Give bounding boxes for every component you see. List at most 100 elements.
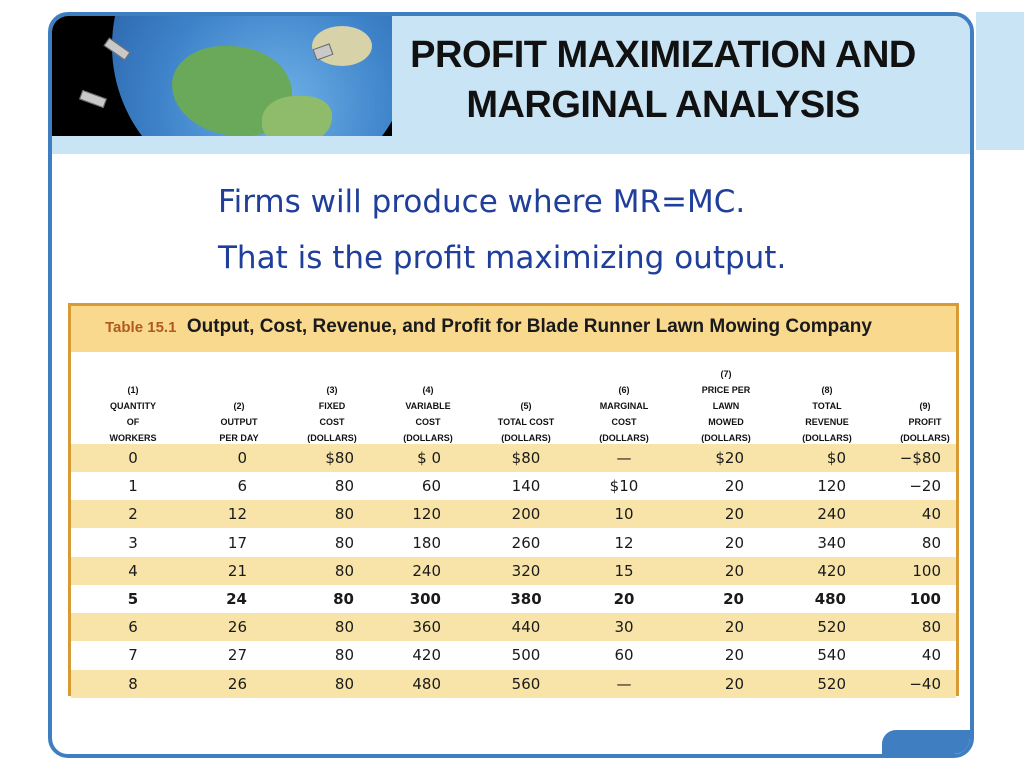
column-header: (8) TOTAL REVENUE (DOLLARS) — [779, 358, 875, 446]
column-header: (4) VARIABLE COST (DOLLARS) — [380, 358, 476, 446]
table-caption: Table 15.1 Output, Cost, Revenue, and Pr… — [105, 316, 872, 338]
column-header-line: TOTAL COST — [497, 417, 555, 427]
column-header-line: (5) — [520, 401, 532, 411]
table-cell: 480 — [814, 590, 846, 608]
table-cell: 10 — [614, 505, 634, 524]
column-header-line: REVENUE — [805, 417, 849, 427]
table-cell: 20 — [724, 561, 744, 580]
column-header-line: (DOLLARS) — [307, 433, 357, 443]
table-cell: 180 — [412, 533, 441, 552]
table-cell: 20 — [724, 533, 744, 552]
column-header-line: COST — [415, 417, 441, 427]
table-cell: 560 — [511, 674, 541, 693]
table-cell: 20 — [613, 590, 635, 608]
column-header-line: (DOLLARS) — [599, 433, 649, 443]
table-row: 1 6 80 60 140 $10 20 120 −20 — [71, 472, 956, 500]
column-header-line: OF — [126, 417, 140, 427]
column-header-line: (6) — [618, 385, 630, 395]
table-cell: 40 — [921, 505, 941, 524]
table-cell: 380 — [510, 590, 542, 608]
table-cell: 0 — [237, 449, 247, 467]
table-cell: 80 — [334, 561, 354, 580]
data-table: Table 15.1 Output, Cost, Revenue, and Pr… — [68, 303, 959, 698]
table-cell: 20 — [724, 674, 744, 693]
table-cell: 120 — [817, 477, 846, 496]
table-row: 3 17 80 180 260 12 20 340 80 — [71, 529, 956, 557]
table-cell: 6 — [237, 477, 247, 496]
table-cell: 12 — [227, 505, 247, 524]
table-cell: — — [616, 449, 632, 467]
table-cell: 0 — [128, 449, 138, 467]
satellite-icon — [79, 89, 107, 109]
table-cell: $0 — [826, 449, 846, 467]
table-cell: 140 — [511, 477, 541, 496]
globe-illustration — [52, 16, 392, 136]
table-cell: 40 — [921, 646, 941, 665]
table-cell: 20 — [724, 618, 744, 637]
table-cell: 20 — [724, 646, 744, 665]
table-cell: −$80 — [899, 449, 941, 467]
table-cell: 20 — [724, 505, 744, 524]
table-cell: 15 — [614, 561, 634, 580]
table-cell: 80 — [334, 505, 354, 524]
column-header-line: COST — [319, 417, 345, 427]
slide-title: PROFIT MAXIMIZATION AND MARGINAL ANALYSI… — [380, 30, 946, 130]
table-cell: 440 — [511, 618, 541, 637]
slide-title-line: MARGINAL ANALYSIS — [466, 84, 860, 126]
table-cell: 80 — [921, 533, 941, 552]
column-header-line: (2) — [233, 401, 245, 411]
table-row: 0 0 $80 $ 0 $80 — $20 $0 −$80 — [71, 444, 956, 472]
table-caption-bar: Table 15.1 Output, Cost, Revenue, and Pr… — [71, 306, 956, 352]
table-cell: 60 — [421, 477, 441, 496]
table-cell: 26 — [227, 674, 247, 693]
table-cell: 80 — [921, 618, 941, 637]
body-line: Firms will produce where MR=MC. — [218, 184, 746, 220]
table-cell: 320 — [511, 561, 541, 580]
column-header-line: (DOLLARS) — [900, 433, 950, 443]
table-cell: 21 — [227, 561, 247, 580]
column-header-line: TOTAL — [812, 401, 842, 411]
column-header: (2) OUTPUT PER DAY — [191, 358, 287, 446]
table-cell: 7 — [128, 646, 138, 665]
column-header-line: (DOLLARS) — [701, 433, 751, 443]
column-header-line: PRICE PER — [701, 385, 751, 395]
table-cell: 80 — [334, 533, 354, 552]
header-side-strip — [976, 12, 1024, 150]
column-header-line: (9) — [919, 401, 931, 411]
slide-body: Firms will produce where MR=MC. That is … — [218, 178, 786, 290]
column-header-line: COST — [611, 417, 637, 427]
column-header-line: (4) — [422, 385, 434, 395]
table-row: 5 24 80 300 380 20 20 480 100 — [71, 585, 956, 613]
column-header-line: (DOLLARS) — [802, 433, 852, 443]
table-cell: 340 — [817, 533, 846, 552]
column-header: (5) TOTAL COST (DOLLARS) — [478, 358, 574, 446]
table-cell: 60 — [614, 646, 634, 665]
table-cell: — — [616, 674, 632, 693]
column-header-line: PER DAY — [219, 433, 259, 443]
column-header-line: MARGINAL — [599, 401, 649, 411]
table-cell: 520 — [817, 618, 846, 637]
table-row: 4 21 80 240 320 15 20 420 100 — [71, 556, 956, 585]
table-cell: 100 — [912, 561, 941, 580]
table-cell: $ 0 — [417, 449, 441, 467]
table-cell: 24 — [226, 590, 247, 608]
column-header-line: OUTPUT — [220, 417, 258, 427]
table-cell: 80 — [334, 477, 354, 496]
table-cell: 540 — [817, 646, 846, 665]
table-title: Output, Cost, Revenue, and Profit for Bl… — [186, 316, 872, 337]
slide-title-line: PROFIT MAXIMIZATION AND — [410, 34, 916, 76]
table-cell: 20 — [723, 590, 744, 608]
table-cell: $20 — [715, 449, 744, 467]
table-cell: 420 — [817, 561, 846, 580]
table-cell: 100 — [909, 590, 941, 608]
table-cell: 2 — [128, 505, 138, 524]
table-cell: −20 — [909, 477, 941, 496]
table-cell: 200 — [511, 505, 541, 524]
table-row: 7 27 80 420 500 60 20 540 40 — [71, 641, 956, 669]
column-header-line: (3) — [326, 385, 338, 395]
table-cell: 80 — [334, 646, 354, 665]
column-header-line: LAWN — [712, 401, 740, 411]
table-cell: 80 — [334, 674, 354, 693]
column-header: (9) PROFIT (DOLLARS) — [877, 358, 973, 446]
table-cell: −40 — [909, 674, 941, 693]
